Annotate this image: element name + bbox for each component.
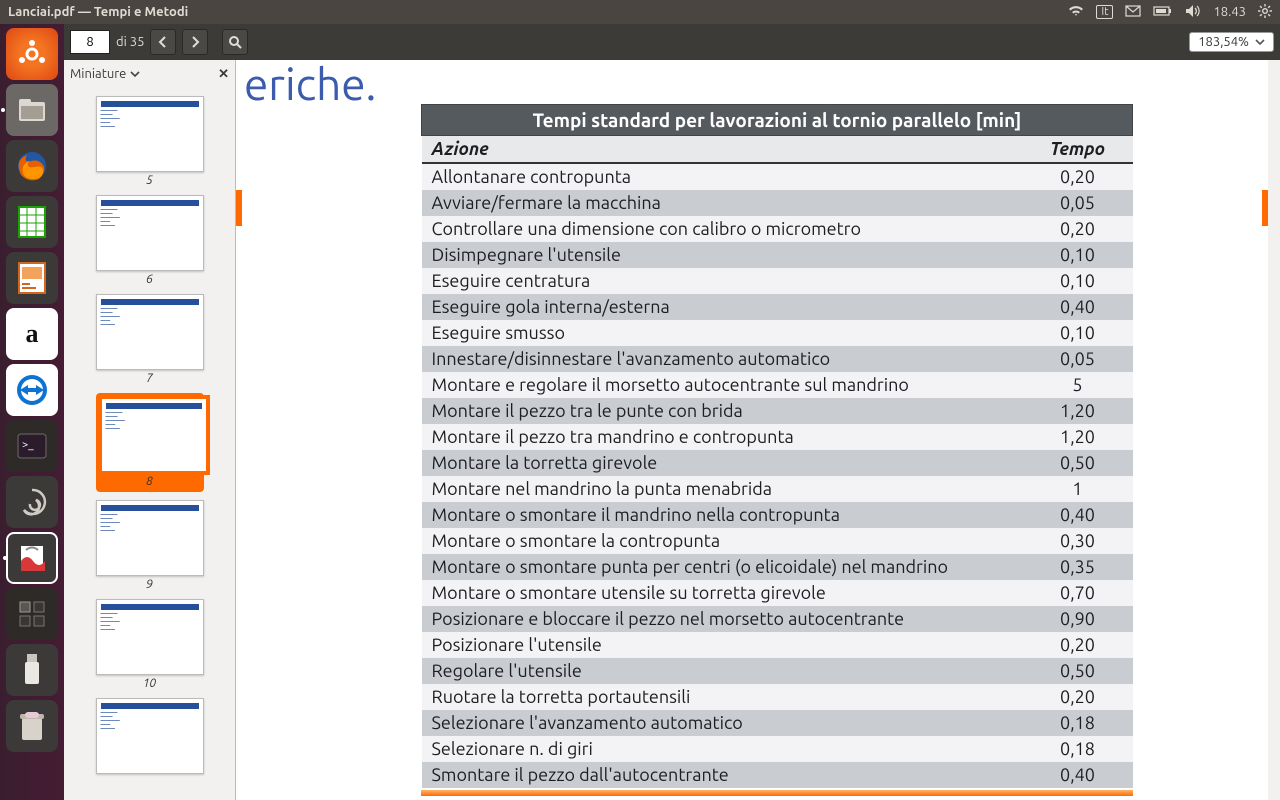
- table-row: Montare o smontare punta per centri (o e…: [422, 554, 1133, 580]
- chevron-down-icon[interactable]: [130, 70, 140, 78]
- document-view[interactable]: eriche. Tempi standard per lavorazioni a…: [236, 60, 1280, 800]
- unity-launcher: a >_: [0, 24, 64, 800]
- thumbnail-page[interactable]: ━━━━━━━━━━━━━━━━━━━━━━━━━━━━━━10: [96, 599, 204, 690]
- table-row: Smontare il pezzo dall'autocentrante0,40: [422, 762, 1133, 788]
- thumbnail-page[interactable]: ━━━━━━━━━━━━━━━━━━━━━━━━━━━━━━8: [96, 393, 204, 492]
- page-marker: [236, 190, 242, 226]
- page-marker: [1262, 190, 1268, 226]
- prev-page-button[interactable]: [150, 29, 176, 55]
- mail-icon[interactable]: [1125, 5, 1141, 20]
- next-page-button[interactable]: [182, 29, 208, 55]
- top-menubar: Lanciai.pdf — Tempi e Metodi It 18.43: [0, 0, 1280, 24]
- standard-times-table: Tempi standard per lavorazioni al tornio…: [421, 104, 1133, 788]
- window-title: Lanciai.pdf — Tempi e Metodi: [8, 5, 1068, 19]
- zoom-value: 183,54%: [1198, 35, 1249, 49]
- col-time: Tempo: [1023, 136, 1133, 164]
- thumbnail-page[interactable]: ━━━━━━━━━━━━━━━━━━━━━━━━━━━━━━9: [96, 500, 204, 591]
- table-row: Ruotare la torretta portautensili0,20: [422, 684, 1133, 710]
- thumbnail-header: Miniature ✕: [64, 60, 235, 88]
- table-row: Montare la torretta girevole0,50: [422, 450, 1133, 476]
- gear-icon[interactable]: [1258, 4, 1272, 21]
- table-row: Eseguire centratura0,10: [422, 268, 1133, 294]
- thumbnail-page[interactable]: ━━━━━━━━━━━━━━━━━━━━━━━━━━━━━━5: [96, 96, 204, 187]
- app-icon[interactable]: [6, 476, 58, 528]
- dash-icon[interactable]: [6, 28, 58, 80]
- table-title: Tempi standard per lavorazioni al tornio…: [422, 105, 1133, 136]
- terminal-icon[interactable]: >_: [6, 420, 58, 472]
- footer-accent: [421, 790, 1133, 796]
- col-action: Azione: [422, 136, 1023, 164]
- thumbnail-page[interactable]: ━━━━━━━━━━━━━━━━━━━━━━━━━━━━━━6: [96, 195, 204, 286]
- workspace-icon[interactable]: [6, 588, 58, 640]
- usb-icon[interactable]: [6, 644, 58, 696]
- table-row: Controllare una dimensione con calibro o…: [422, 216, 1133, 242]
- table-row: Innestare/disinnestare l'avanzamento aut…: [422, 346, 1133, 372]
- scrollbar[interactable]: [1268, 60, 1280, 800]
- clock[interactable]: 18.43: [1213, 5, 1246, 19]
- table-row: Eseguire gola interna/esterna0,40: [422, 294, 1133, 320]
- table-row: Posizionare l'utensile0,20: [422, 632, 1133, 658]
- impress-icon[interactable]: [6, 252, 58, 304]
- thumbnail-sidebar: Miniature ✕ ━━━━━━━━━━━━━━━━━━━━━━━━━━━━…: [64, 60, 236, 800]
- document-toolbar: di 35 183,54%: [64, 24, 1280, 60]
- page-sep-label: di 35: [116, 35, 144, 49]
- table-row: Selezionare n. di giri0,18: [422, 736, 1133, 762]
- table-row: Regolare l'utensile0,50: [422, 658, 1133, 684]
- table-row: Montare nel mandrino la punta menabrida1: [422, 476, 1133, 502]
- teamviewer-icon[interactable]: [6, 364, 58, 416]
- table-row: Posizionare e bloccare il pezzo nel mors…: [422, 606, 1133, 632]
- firefox-icon[interactable]: [6, 140, 58, 192]
- close-sidebar-button[interactable]: ✕: [218, 67, 229, 82]
- zoom-dropdown[interactable]: 183,54%: [1189, 32, 1274, 52]
- thumbnail-header-label: Miniature: [70, 67, 126, 81]
- table-row: Montare il pezzo tra le punte con brida1…: [422, 398, 1133, 424]
- calc-icon[interactable]: [6, 196, 58, 248]
- keyboard-indicator[interactable]: It: [1096, 5, 1113, 19]
- table-row: Avviare/fermare la macchina0,05: [422, 190, 1133, 216]
- table-row: Montare o smontare il mandrino nella con…: [422, 502, 1133, 528]
- page-number-input[interactable]: [70, 30, 110, 54]
- amazon-icon[interactable]: a: [6, 308, 58, 360]
- table-row: Montare e regolare il morsetto autocentr…: [422, 372, 1133, 398]
- chevron-down-icon: [1255, 38, 1265, 46]
- wifi-icon[interactable]: [1068, 5, 1084, 20]
- page-title-fragment: eriche.: [244, 60, 376, 109]
- table-row: Montare il pezzo tra mandrino e contropu…: [422, 424, 1133, 450]
- table-row: Disimpegnare l'utensile0,10: [422, 242, 1133, 268]
- svg-text:>_: >_: [22, 439, 34, 451]
- search-button[interactable]: [222, 29, 248, 55]
- table-row: Allontanare contropunta0,20: [422, 163, 1133, 190]
- indicator-area: It 18.43: [1068, 4, 1272, 21]
- volume-icon[interactable]: [1185, 4, 1201, 21]
- thumbnail-page[interactable]: ━━━━━━━━━━━━━━━━━━━━━━━━━━━━━━: [96, 698, 204, 774]
- evince-icon[interactable]: [6, 532, 58, 584]
- table-row: Montare o smontare utensile su torretta …: [422, 580, 1133, 606]
- battery-icon[interactable]: [1153, 5, 1173, 20]
- table-row: Selezionare l'avanzamento automatico0,18: [422, 710, 1133, 736]
- files-icon[interactable]: [6, 84, 58, 136]
- thumbnail-page[interactable]: ━━━━━━━━━━━━━━━━━━━━━━━━━━━━━━7: [96, 294, 204, 385]
- table-row: Montare o smontare la contropunta0,30: [422, 528, 1133, 554]
- table-row: Eseguire smusso0,10: [422, 320, 1133, 346]
- trash-icon[interactable]: [6, 700, 58, 752]
